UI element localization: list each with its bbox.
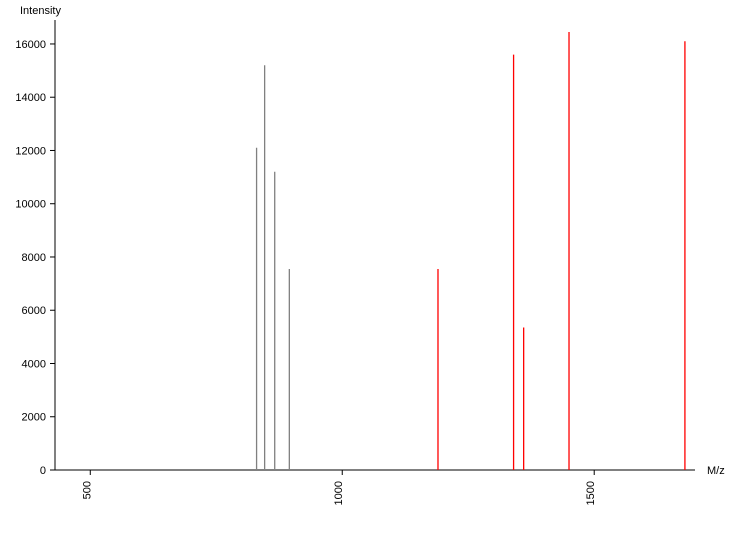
x-tick-label: 500 — [81, 481, 93, 499]
x-axis-label: M/z — [707, 465, 725, 477]
y-tick-label: 14000 — [15, 92, 46, 104]
x-tick-label: 1500 — [585, 481, 597, 505]
y-tick-label: 16000 — [15, 39, 46, 51]
y-tick-label: 12000 — [15, 145, 46, 157]
y-tick-label: 10000 — [15, 199, 46, 211]
y-tick-label: 6000 — [22, 305, 46, 317]
x-tick-label: 1000 — [333, 481, 345, 505]
y-tick-label: 2000 — [22, 412, 46, 424]
y-tick-label: 8000 — [22, 252, 46, 264]
y-tick-label: 0 — [40, 465, 46, 477]
y-axis-label: Intensity — [20, 5, 61, 17]
chart-background — [0, 0, 750, 540]
y-tick-label: 4000 — [22, 358, 46, 370]
